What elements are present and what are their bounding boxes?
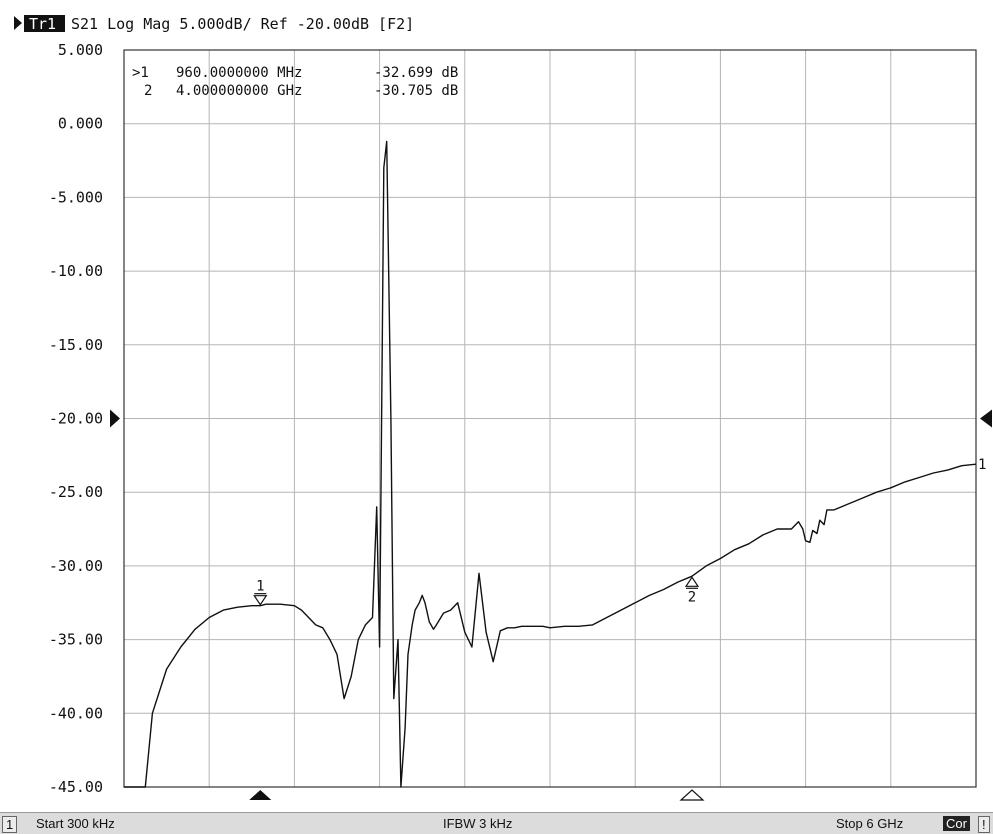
ref-level-left-arrow-icon[interactable] — [110, 409, 120, 428]
y-tick-label: -25.00 — [49, 483, 103, 501]
marker-1-axis-icon[interactable] — [249, 790, 272, 800]
trace-tag-box[interactable] — [24, 15, 65, 32]
marker-2-label: 2 — [688, 589, 696, 605]
y-tick-label: 5.000 — [58, 41, 103, 59]
marker-2-value: -30.705 dB — [374, 83, 458, 99]
correction-indicator[interactable]: Cor — [943, 816, 970, 831]
marker-2-icon[interactable] — [684, 576, 700, 587]
y-tick-label: -10.00 — [49, 262, 103, 280]
if-bandwidth[interactable]: IFBW 3 kHz — [443, 816, 513, 831]
marker-2-id: 2 — [144, 83, 152, 99]
marker-1-stimulus: 960.0000000 MHz — [176, 65, 302, 81]
marker-readout: >1 960.0000000 MHz -32.699 dB 2 4.000000… — [132, 65, 458, 99]
marker-2-stimulus: 4.000000000 GHz — [176, 83, 302, 99]
status-bar: 1 Start 300 kHz IFBW 3 kHz Stop 6 GHz Co… — [0, 812, 993, 834]
markers-layer: 12 — [249, 576, 705, 801]
y-tick-label: -40.00 — [49, 704, 103, 722]
start-frequency[interactable]: Start 300 kHz — [36, 816, 115, 831]
marker-1-icon[interactable] — [253, 595, 268, 606]
y-tick-label: 0.000 — [58, 115, 103, 133]
marker-2-axis-icon[interactable] — [679, 789, 705, 801]
y-tick-label: -45.00 — [49, 778, 103, 796]
y-tick-labels: 5.000 0.000 -5.000 -10.00 -15.00 -20.00 -25.00… — [49, 41, 103, 796]
plot-frame — [123, 49, 977, 788]
y-tick-label: -30.00 — [49, 557, 103, 575]
marker-1-value: -32.699 dB — [374, 65, 458, 81]
s21-trace — [124, 140, 977, 788]
y-tick-label: -35.00 — [49, 631, 103, 649]
y-tick-label: -5.000 — [49, 188, 103, 206]
trace-select-arrow-icon[interactable] — [14, 16, 22, 30]
grid — [124, 50, 976, 787]
y-tick-label: -20.00 — [49, 410, 103, 428]
chart: Tr1 S21 Log Mag 5.000dB/ Ref -20.00dB [F… — [14, 15, 992, 801]
marker-1-label: 1 — [256, 579, 264, 595]
trace-end-label: 1 — [978, 457, 986, 473]
y-tick-label: -15.00 — [49, 336, 103, 354]
trace-tag[interactable]: Tr1 — [29, 15, 56, 33]
warning-indicator: ! — [978, 816, 990, 833]
trace-info: S21 Log Mag 5.000dB/ Ref -20.00dB [F2] — [71, 15, 414, 33]
ref-level-right-arrow-icon[interactable] — [980, 409, 992, 428]
marker-1-id: >1 — [132, 65, 149, 81]
channel-indicator[interactable]: 1 — [2, 816, 18, 833]
stop-frequency[interactable]: Stop 6 GHz — [836, 816, 904, 831]
